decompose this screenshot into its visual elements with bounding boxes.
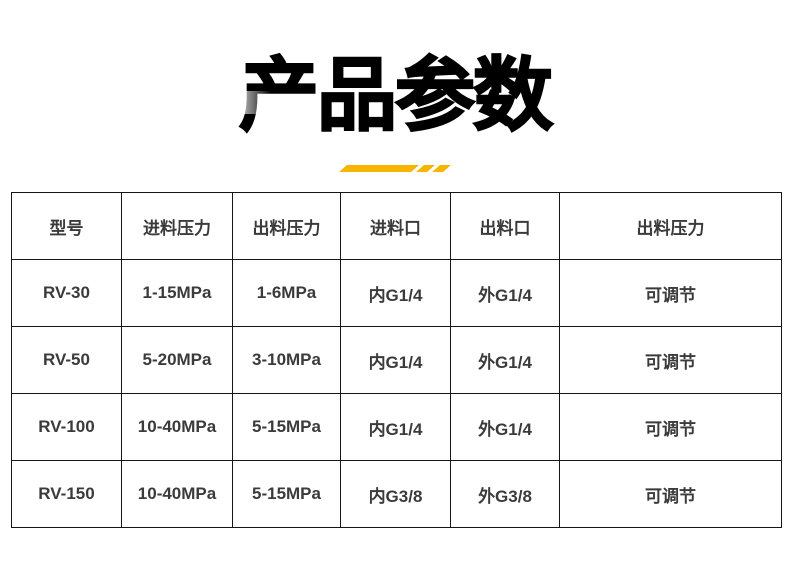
table-row: RV-30 1-15MPa 1-6MPa 内G1/4 外G1/4 可调节: [11, 259, 782, 327]
accent-bar-long: [339, 165, 419, 172]
table-cell: 可调节: [559, 259, 782, 327]
table-cell: 外G1/4: [450, 326, 560, 394]
table-cell: 内G3/8: [340, 460, 451, 528]
table-row: RV-100 10-40MPa 5-15MPa 内G1/4 外G1/4 可调节: [11, 393, 782, 461]
table-cell: 5-15MPa: [232, 393, 341, 461]
table-cell: RV-150: [11, 460, 122, 528]
table-cell: 1-15MPa: [121, 259, 233, 327]
table-cell: RV-30: [11, 259, 122, 327]
table-cell: RV-100: [11, 393, 122, 461]
table-cell: 可调节: [559, 326, 782, 394]
header-cell-outlet-pressure-adjust: 出料压力: [559, 192, 782, 260]
table-cell: 5-20MPa: [121, 326, 233, 394]
table-cell: 内G1/4: [340, 326, 451, 394]
accent-bar-small-2: [432, 165, 451, 172]
table-cell: 5-15MPa: [232, 460, 341, 528]
header-cell-model: 型号: [11, 192, 122, 260]
table-cell: 10-40MPa: [121, 393, 233, 461]
header-cell-inlet-port: 进料口: [340, 192, 451, 260]
table-row: RV-150 10-40MPa 5-15MPa 内G3/8 外G3/8 可调节: [11, 460, 782, 528]
table-header-row: 型号 进料压力 出料压力 进料口 出料口 出料压力: [11, 192, 782, 260]
header-cell-outlet-pressure: 出料压力: [232, 192, 341, 260]
table-cell: RV-50: [11, 326, 122, 394]
table-cell: 外G1/4: [450, 259, 560, 327]
header-cell-outlet-port: 出料口: [450, 192, 560, 260]
header-cell-inlet-pressure: 进料压力: [121, 192, 233, 260]
accent-underline: [0, 165, 790, 172]
table-row: RV-50 5-20MPa 3-10MPa 内G1/4 外G1/4 可调节: [11, 326, 782, 394]
table-cell: 1-6MPa: [232, 259, 341, 327]
table-cell: 外G1/4: [450, 393, 560, 461]
table-cell: 可调节: [559, 393, 782, 461]
page-title: 产品参数: [238, 50, 554, 141]
table-cell: 10-40MPa: [121, 460, 233, 528]
table-cell: 3-10MPa: [232, 326, 341, 394]
table-cell: 内G1/4: [340, 259, 451, 327]
table-cell: 外G3/8: [450, 460, 560, 528]
spec-table: 型号 进料压力 出料压力 进料口 出料口 出料压力 RV-30 1-15MPa …: [11, 192, 782, 528]
table-cell: 内G1/4: [340, 393, 451, 461]
table-cell: 可调节: [559, 460, 782, 528]
